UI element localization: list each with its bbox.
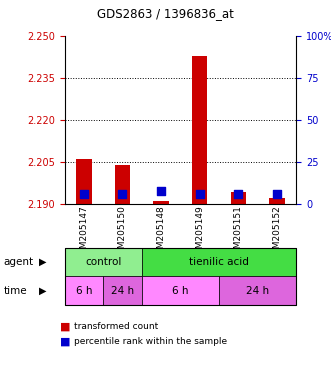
- Text: 24 h: 24 h: [111, 286, 134, 296]
- Bar: [76, 159, 92, 204]
- Text: time: time: [3, 286, 27, 296]
- Text: ▶: ▶: [39, 257, 47, 267]
- Text: ▶: ▶: [39, 286, 47, 296]
- Bar: [269, 198, 285, 204]
- Point: [159, 188, 164, 194]
- Text: ■: ■: [60, 337, 70, 347]
- Text: 24 h: 24 h: [246, 286, 269, 296]
- Text: control: control: [85, 257, 121, 267]
- Point: [236, 191, 241, 197]
- Bar: [231, 192, 246, 204]
- Text: 6 h: 6 h: [172, 286, 189, 296]
- Bar: [153, 201, 169, 204]
- Bar: [192, 56, 208, 204]
- Text: GDS2863 / 1396836_at: GDS2863 / 1396836_at: [97, 7, 234, 20]
- Text: ■: ■: [60, 321, 70, 331]
- Bar: [115, 164, 130, 204]
- Text: transformed count: transformed count: [74, 322, 159, 331]
- Text: 6 h: 6 h: [75, 286, 92, 296]
- Point: [81, 191, 86, 197]
- Point: [120, 191, 125, 197]
- Text: agent: agent: [3, 257, 33, 267]
- Point: [197, 191, 202, 197]
- Point: [274, 191, 280, 197]
- Text: percentile rank within the sample: percentile rank within the sample: [74, 337, 228, 346]
- Text: tienilic acid: tienilic acid: [189, 257, 249, 267]
